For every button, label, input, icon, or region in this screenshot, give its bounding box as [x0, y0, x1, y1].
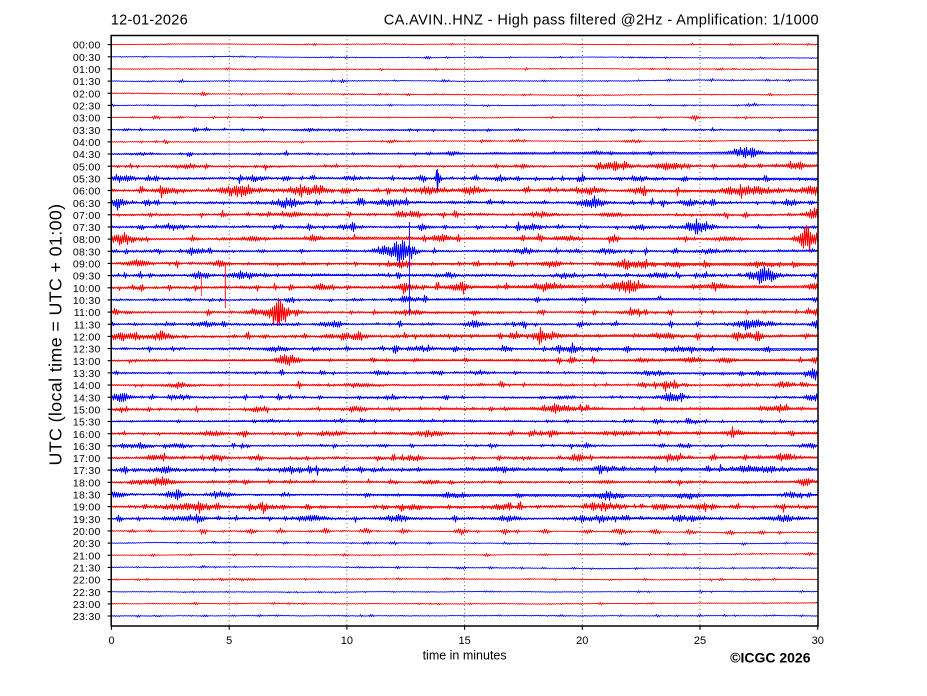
- svg-text:09:00: 09:00: [73, 259, 101, 271]
- svg-text:00:30: 00:30: [73, 52, 101, 64]
- svg-text:22:00: 22:00: [73, 575, 101, 587]
- svg-text:03:30: 03:30: [73, 125, 101, 137]
- svg-text:02:30: 02:30: [73, 101, 101, 113]
- svg-text:06:30: 06:30: [73, 198, 101, 210]
- svg-text:08:00: 08:00: [73, 234, 101, 246]
- svg-text:12-01-2026: 12-01-2026: [111, 12, 188, 28]
- svg-text:10: 10: [341, 635, 353, 647]
- svg-text:20:30: 20:30: [73, 538, 101, 550]
- svg-text:13:30: 13:30: [73, 368, 101, 380]
- svg-text:5: 5: [226, 635, 232, 647]
- svg-text:07:00: 07:00: [73, 210, 101, 222]
- svg-text:11:30: 11:30: [74, 319, 101, 331]
- svg-text:07:30: 07:30: [73, 222, 101, 234]
- svg-text:01:30: 01:30: [73, 76, 101, 88]
- svg-text:19:00: 19:00: [73, 502, 101, 514]
- svg-text:17:30: 17:30: [73, 465, 101, 477]
- svg-text:CA.AVIN..HNZ - High pass filte: CA.AVIN..HNZ - High pass filtered @2Hz -…: [384, 12, 819, 28]
- svg-text:09:30: 09:30: [73, 271, 101, 283]
- svg-text:12:30: 12:30: [73, 344, 101, 356]
- svg-text:15:30: 15:30: [73, 417, 101, 429]
- svg-text:04:00: 04:00: [73, 137, 101, 149]
- svg-text:14:30: 14:30: [73, 392, 101, 404]
- svg-text:11:00: 11:00: [74, 307, 101, 319]
- svg-text:02:00: 02:00: [73, 88, 101, 100]
- svg-text:time in minutes: time in minutes: [423, 648, 507, 662]
- svg-text:30: 30: [812, 635, 824, 647]
- svg-text:21:00: 21:00: [73, 550, 101, 562]
- svg-text:16:30: 16:30: [73, 441, 101, 453]
- svg-text:12:00: 12:00: [73, 332, 101, 344]
- svg-text:04:30: 04:30: [73, 149, 101, 161]
- svg-text:06:00: 06:00: [73, 186, 101, 198]
- svg-text:14:00: 14:00: [73, 380, 101, 392]
- svg-text:©ICGC 2026: ©ICGC 2026: [730, 650, 811, 666]
- svg-text:10:30: 10:30: [73, 295, 101, 307]
- svg-text:13:00: 13:00: [73, 356, 101, 368]
- svg-text:05:30: 05:30: [73, 173, 101, 185]
- svg-text:01:00: 01:00: [73, 64, 101, 76]
- svg-text:15: 15: [458, 635, 470, 647]
- svg-text:18:30: 18:30: [73, 490, 101, 502]
- svg-text:21:30: 21:30: [73, 563, 101, 575]
- svg-text:23:00: 23:00: [73, 599, 101, 611]
- svg-text:00:00: 00:00: [73, 40, 101, 52]
- svg-text:10:00: 10:00: [73, 283, 101, 295]
- svg-text:05:00: 05:00: [73, 161, 101, 173]
- svg-text:20: 20: [576, 635, 588, 647]
- svg-text:25: 25: [694, 635, 706, 647]
- svg-text:19:30: 19:30: [73, 514, 101, 526]
- svg-text:UTC (local time = UTC + 01:00): UTC (local time = UTC + 01:00): [46, 204, 66, 466]
- svg-text:22:30: 22:30: [73, 587, 101, 599]
- svg-text:23:30: 23:30: [73, 611, 101, 623]
- svg-text:16:00: 16:00: [73, 429, 101, 441]
- svg-text:03:00: 03:00: [73, 113, 101, 125]
- svg-text:18:00: 18:00: [73, 477, 101, 489]
- svg-text:0: 0: [108, 635, 114, 647]
- svg-text:20:00: 20:00: [73, 526, 101, 538]
- svg-text:15:00: 15:00: [73, 404, 101, 416]
- svg-text:08:30: 08:30: [73, 246, 101, 258]
- svg-text:17:00: 17:00: [73, 453, 101, 465]
